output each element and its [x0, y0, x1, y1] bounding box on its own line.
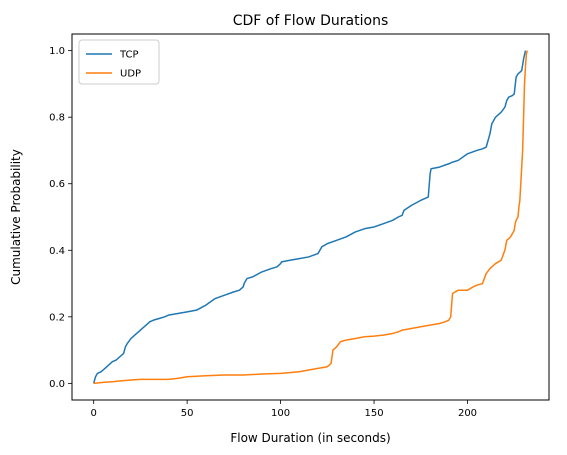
- x-axis-label: Flow Duration (in seconds): [230, 431, 390, 445]
- y-tick-label: 0.2: [49, 312, 65, 323]
- y-tick-label: 1.0: [49, 46, 65, 57]
- legend: TCP UDP: [78, 39, 160, 85]
- x-tick-label: 200: [458, 408, 477, 419]
- legend-label-tcp: TCP: [119, 50, 139, 61]
- y-tick-label: 0.6: [49, 179, 65, 190]
- series-layer: [92, 50, 529, 385]
- y-tick-label: 0.8: [49, 113, 65, 124]
- legend-box: [78, 39, 160, 85]
- y-axis-ticks: 0.0 0.2 0.4 0.6 0.8 1.0: [49, 46, 72, 390]
- x-axis-ticks: 0 50 100 150 200: [90, 400, 477, 419]
- y-tick-label: 0.0: [49, 379, 65, 390]
- x-tick-label: 150: [365, 408, 384, 419]
- y-axis-label: Cumulative Probability: [9, 149, 23, 285]
- series-line-udp: [93, 50, 529, 385]
- x-tick-label: 100: [271, 408, 290, 419]
- series-line-tcp: [92, 50, 527, 384]
- plot-frame: [71, 33, 550, 401]
- legend-label-udp: UDP: [120, 69, 141, 80]
- y-tick-label: 0.4: [49, 246, 65, 257]
- x-tick-label: 50: [181, 408, 194, 419]
- chart-title: CDF of Flow Durations: [233, 13, 389, 29]
- x-tick-label: 0: [90, 408, 96, 419]
